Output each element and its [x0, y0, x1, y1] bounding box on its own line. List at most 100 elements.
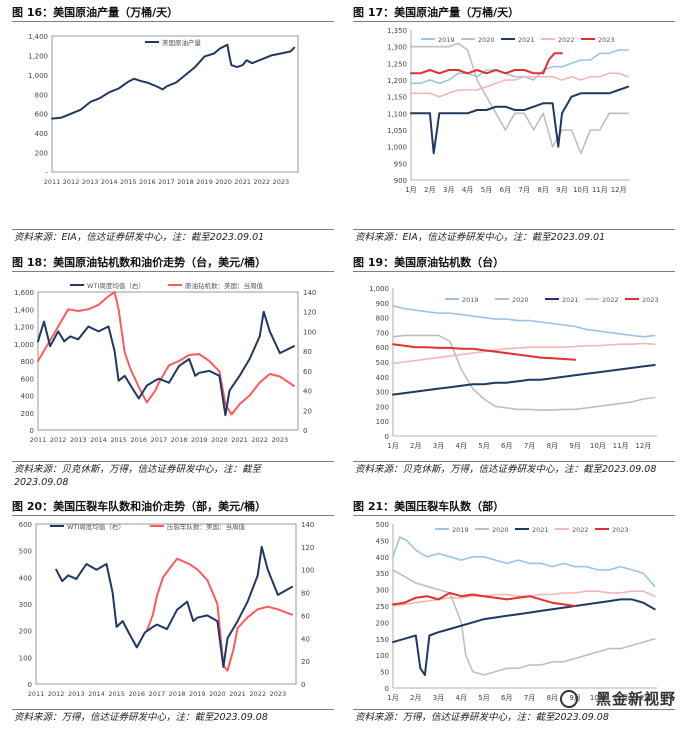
series-line — [392, 342, 656, 365]
x-tick-label: 10月 — [573, 186, 589, 194]
x-tick-label: 5月 — [478, 694, 489, 702]
x-tick-label: 2011 — [44, 178, 61, 186]
source-rule — [353, 709, 675, 710]
y-tick-label: 300 — [376, 587, 389, 595]
y-tick-label: 450 — [376, 537, 389, 545]
x-tick-label: 10月 — [590, 694, 606, 702]
y-tick-label: 100 — [19, 654, 32, 662]
figure-title: 图 21：美国压裂车队数（部） — [353, 500, 505, 513]
y-tick-label: 300 — [19, 601, 32, 609]
x-tick-label: 4月 — [462, 186, 473, 194]
x-tick-label: 2月 — [410, 442, 421, 450]
y-tick-label: 900 — [376, 300, 389, 308]
x-tick-label: 2013 — [68, 690, 85, 698]
x-tick-label: 2019 — [191, 436, 208, 444]
x-tick-label: 2011 — [28, 690, 45, 698]
chart-fig20: 0 100 200 300 400 500 600 0 20 40 60 80 100 120 140 201… — [19, 521, 315, 698]
y-tick-label: 500 — [19, 548, 32, 556]
y-tick-label: 600 — [21, 375, 34, 383]
legend-label: 2020 — [478, 36, 495, 44]
x-tick-label: 2015 — [108, 690, 125, 698]
legend-label: 2021 — [562, 296, 579, 304]
x-tick-label: 6月 — [500, 186, 511, 194]
source-rule — [12, 461, 334, 462]
figure-title: 图 16：美国原油产量（万桶/天） — [12, 6, 179, 19]
x-tick-label: 2012 — [63, 178, 80, 186]
x-tick-label: 2021 — [231, 436, 248, 444]
y-tick-label: 400 — [35, 130, 48, 138]
y-tick-label: - — [45, 169, 48, 177]
series-line — [37, 310, 295, 417]
x-tick-label: 2020 — [211, 436, 228, 444]
x-tick-label: 4月 — [456, 442, 467, 450]
x-tick-label: 2014 — [88, 690, 105, 698]
y-tick-label: 600 — [376, 344, 389, 352]
x-tick-label: 12月 — [611, 186, 627, 194]
x-tick-label: 7月 — [524, 694, 535, 702]
x-tick-label: 3月 — [433, 694, 444, 702]
x-tick-label: 6月 — [501, 694, 512, 702]
figure-title: 图 19：美国原油钻机数（台） — [353, 256, 505, 269]
y-tick-label: 0 — [385, 685, 389, 693]
x-tick-label: 2014 — [101, 178, 118, 186]
chart-fig21: 0 50 100 150 200 250 300 350 400 450 500 1月 2月 3月 4月 5月… — [376, 521, 657, 702]
legend-label: 2019 — [452, 526, 469, 534]
chart-fig19: 0 100 200 300 400 500 600 700 800 900 1,000 1月 2月 3月 4… — [369, 285, 659, 450]
legend-label: 2023 — [612, 526, 629, 534]
source-note: 资料来源：EIA，信达证券研发中心，注：截至2023.09.01 — [14, 232, 265, 243]
y2-tick-label: 0 — [303, 427, 307, 435]
x-tick-label: 2023 — [270, 690, 287, 698]
x-tick-label: 11月 — [592, 186, 608, 194]
source-note: 资料来源：贝克休斯，万得，信达证券研发中心，注：截至2023.09.08 — [14, 464, 262, 488]
figure-title: 图 20：美国压裂车队数和油价走势（部，美元/桶） — [12, 500, 267, 513]
plot-frame — [51, 35, 299, 173]
x-tick-label: 8月 — [547, 442, 558, 450]
legend-label: WTI周度均值（右） — [67, 522, 125, 531]
y-tick-label: 100 — [376, 418, 389, 426]
legend-label: 2021 — [518, 36, 535, 44]
y2-tick-label: 40 — [303, 388, 312, 396]
legend-label: 2023 — [598, 36, 615, 44]
legend-label: 2019 — [462, 296, 479, 304]
y-tick-label: 350 — [376, 570, 389, 578]
legend-label: 2023 — [642, 296, 659, 304]
legend-label: 2020 — [492, 526, 509, 534]
source-note: 资料来源：万得，信达证券研发中心，注：截至2023.09.08 — [14, 712, 268, 723]
title-rule — [12, 271, 334, 272]
y2-tick-label: 120 — [303, 309, 316, 317]
y-tick-label: 0 — [28, 681, 32, 689]
legend-label: 2019 — [438, 36, 455, 44]
y-tick-label: 500 — [376, 521, 389, 529]
legend-label: 2022 — [602, 296, 619, 304]
legend-label: WTI周度均值（右） — [87, 281, 145, 290]
y2-tick-label: 100 — [301, 567, 314, 575]
x-tick-label: 2017 — [151, 436, 168, 444]
y-tick-label: 1,000 — [387, 144, 407, 152]
panel-fig16: 图 16：美国原油产量（万桶/天） - 200 400 600 800 1,000 1,20… — [0, 0, 343, 243]
source-rule — [12, 709, 334, 710]
y-tick-label: 1,200 — [28, 52, 48, 60]
y-tick-label: 900 — [394, 177, 407, 185]
x-tick-label: 7月 — [524, 442, 535, 450]
y-tick-label: 600 — [35, 111, 48, 119]
y2-tick-label: 80 — [301, 590, 310, 598]
x-tick-label: 1月 — [405, 186, 416, 194]
series-line — [392, 569, 656, 676]
y-tick-label: 1,200 — [14, 324, 34, 332]
x-tick-label: 2019 — [189, 690, 206, 698]
x-tick-label: 2018 — [177, 178, 194, 186]
y-tick-label: 1,150 — [387, 94, 407, 102]
y-tick-label: 1,400 — [28, 33, 48, 41]
x-tick-label: 2017 — [149, 690, 166, 698]
y-tick-label: 200 — [376, 619, 389, 627]
x-tick-label: 5月 — [481, 186, 492, 194]
x-tick-label: 2014 — [90, 436, 107, 444]
y-tick-label: 1,250 — [387, 60, 407, 68]
series-line — [392, 591, 577, 607]
chart-fig16: - 200 400 600 800 1,000 1,200 1,400 2011 2012 2013… — [28, 33, 299, 186]
y-tick-label: 1,200 — [387, 77, 407, 85]
source-rule — [353, 229, 675, 230]
y2-tick-label: 80 — [303, 348, 312, 356]
x-tick-label: 1月 — [387, 442, 398, 450]
x-tick-label: 2016 — [131, 436, 148, 444]
